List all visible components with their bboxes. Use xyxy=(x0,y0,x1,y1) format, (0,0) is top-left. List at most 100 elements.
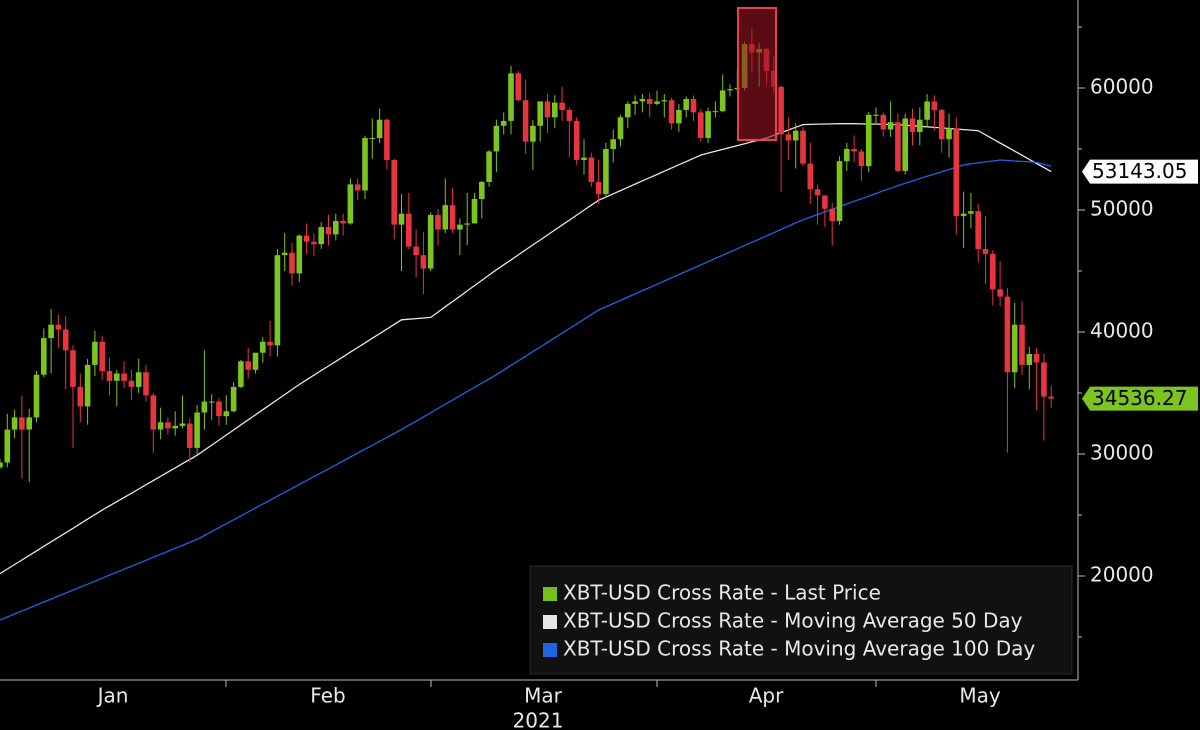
candle-body xyxy=(552,102,558,118)
candle-body xyxy=(48,324,54,339)
candle-body xyxy=(362,138,368,191)
candle-body xyxy=(917,119,923,132)
candle-body xyxy=(1048,396,1054,399)
candle-body xyxy=(953,128,960,217)
candle-body xyxy=(515,73,522,101)
candle-body xyxy=(595,181,602,195)
candle-body xyxy=(391,159,397,225)
candle-body xyxy=(464,223,470,225)
candle-body xyxy=(99,341,105,372)
candle-body xyxy=(1004,296,1011,373)
legend-label: XBT-USD Cross Rate - Moving Average 50 D… xyxy=(563,609,1023,633)
candle-body xyxy=(479,181,485,200)
candle-body xyxy=(632,101,638,104)
candle-body xyxy=(997,289,1003,297)
candle-body xyxy=(4,429,11,463)
candle-body xyxy=(333,220,339,235)
candle-body xyxy=(712,111,719,113)
candle-body xyxy=(698,112,704,139)
candle-body xyxy=(471,199,478,224)
candle-body xyxy=(902,118,908,171)
candle-body xyxy=(230,386,237,412)
y-tick-label: 20000 xyxy=(1090,562,1154,586)
candle-body xyxy=(493,125,500,152)
candle-body xyxy=(566,109,573,121)
candle-body xyxy=(654,101,660,104)
candle-body xyxy=(128,380,135,387)
candle-body xyxy=(807,163,814,190)
candle-body xyxy=(340,220,346,224)
candle-body xyxy=(1026,353,1033,365)
candle-body xyxy=(33,374,40,418)
candle-body xyxy=(289,252,295,274)
candle-body xyxy=(814,189,821,196)
candle-body xyxy=(690,98,697,113)
candle-body xyxy=(62,329,69,351)
candle-body xyxy=(41,338,47,375)
candle-body xyxy=(895,122,901,171)
candle-body xyxy=(668,100,675,124)
candle-body xyxy=(398,213,405,225)
candle-body xyxy=(114,373,120,381)
candle-body xyxy=(858,151,865,167)
candle-body xyxy=(347,184,354,224)
candle-body xyxy=(311,241,317,245)
candle-body xyxy=(384,119,390,160)
candle-body xyxy=(792,130,799,141)
y-tick-label: 30000 xyxy=(1090,440,1154,464)
candle-body xyxy=(260,341,266,353)
candle-body xyxy=(223,411,230,417)
moving-average-line xyxy=(0,159,1052,621)
candle-body xyxy=(208,401,215,403)
candle-body xyxy=(822,195,828,209)
candle-body xyxy=(530,125,536,142)
candle-body xyxy=(376,119,383,139)
candle-body xyxy=(982,249,989,254)
candle-body xyxy=(0,462,3,468)
candle-body xyxy=(851,148,857,152)
candle-body xyxy=(252,352,259,370)
candle-body xyxy=(165,422,171,429)
candle-body xyxy=(267,341,273,346)
candle-body xyxy=(924,101,930,120)
candle-body xyxy=(544,101,551,118)
year-label: 2021 xyxy=(513,709,564,730)
candle-body xyxy=(676,109,682,124)
candle-body xyxy=(960,213,967,217)
candle-body xyxy=(150,395,157,430)
candle-body xyxy=(194,412,200,448)
candle-body xyxy=(55,324,62,330)
candle-body xyxy=(325,227,332,235)
candle-body xyxy=(26,417,32,430)
legend-label: XBT-USD Cross Rate - Moving Average 100 … xyxy=(563,637,1035,661)
candle-body xyxy=(880,114,887,130)
candle-body xyxy=(625,103,631,118)
candle-body xyxy=(946,128,952,140)
candle-body xyxy=(179,423,186,426)
candle-body xyxy=(522,100,529,142)
x-tick-label: May xyxy=(959,684,1001,708)
y-tick-label: 40000 xyxy=(1090,318,1154,342)
candle-body xyxy=(413,246,419,256)
candle-body xyxy=(727,89,733,91)
candle-body xyxy=(442,205,449,230)
candle-body xyxy=(172,425,178,429)
candle-body xyxy=(573,120,580,160)
candle-body xyxy=(106,371,113,381)
candle-body xyxy=(938,109,945,140)
price-tag-label: 34536.27 xyxy=(1092,386,1187,410)
x-tick-label: Jan xyxy=(96,684,129,708)
ma50-tag-box xyxy=(1082,159,1198,184)
candle-body xyxy=(844,148,850,162)
candle-body xyxy=(201,401,208,413)
candle-body xyxy=(1019,324,1025,365)
candle-body xyxy=(121,373,127,381)
candle-body xyxy=(865,114,872,167)
candle-body xyxy=(968,211,974,214)
candle-body xyxy=(369,138,376,140)
y-tick-label: 50000 xyxy=(1090,196,1154,220)
candle-body xyxy=(785,134,792,141)
candle-body xyxy=(990,253,996,290)
candle-body xyxy=(603,148,609,195)
candle-body xyxy=(318,227,324,245)
